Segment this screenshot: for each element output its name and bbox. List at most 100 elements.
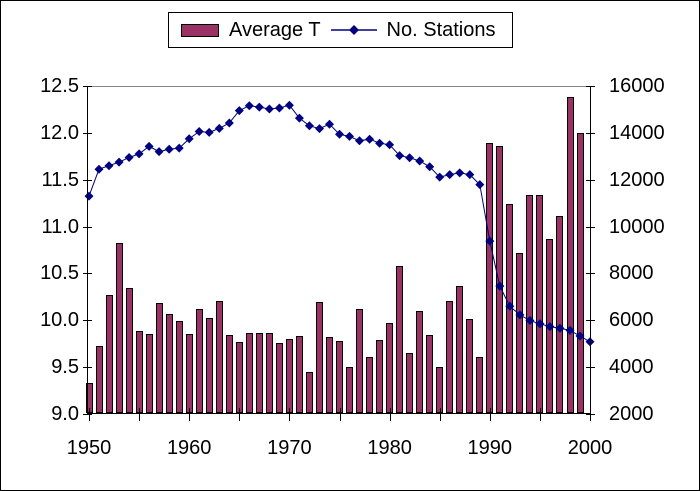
bar-1999 xyxy=(576,132,584,413)
right-axis-tick xyxy=(586,367,595,369)
diamond-marker-1992 xyxy=(505,301,515,311)
bar-1976 xyxy=(346,367,353,413)
diamond-marker-1999 xyxy=(575,331,585,341)
bar-1964 xyxy=(225,335,233,413)
right-axis-label-8000: 8000 xyxy=(609,262,654,285)
left-axis-label-9.0: 9.0 xyxy=(51,403,79,425)
diamond-marker-1996 xyxy=(545,322,555,332)
right-axis-label-4000: 4000 xyxy=(609,356,654,379)
bar-1966 xyxy=(245,333,253,413)
left-axis-label-10.0: 10.0 xyxy=(40,309,79,332)
right-axis-tick xyxy=(586,179,595,181)
bar-1972 xyxy=(305,371,313,413)
diamond-marker-1980 xyxy=(385,140,395,150)
left-axis-label-11.5: 11.5 xyxy=(41,168,79,191)
bar-1961 xyxy=(195,309,203,413)
bar-1991 xyxy=(496,146,504,413)
diamond-marker-1986 xyxy=(445,170,455,180)
x-axis-label-1960: 1960 xyxy=(166,437,212,459)
diamond-marker-1998 xyxy=(565,325,575,335)
bar-1979 xyxy=(376,340,384,413)
right-axis-tick xyxy=(586,86,595,87)
stations-line-layer xyxy=(84,100,595,347)
bar-1986 xyxy=(446,300,454,413)
right-axis-tick xyxy=(586,226,595,228)
diamond-marker-1975 xyxy=(335,129,344,139)
bar-1994 xyxy=(526,194,534,413)
bar-1973 xyxy=(316,301,323,413)
bar-1959 xyxy=(175,321,183,413)
bar-1957 xyxy=(155,303,163,413)
right-axis-line xyxy=(590,86,591,414)
bar-1997 xyxy=(556,216,564,413)
plot-area xyxy=(83,86,595,421)
x-axis-label-1980: 1980 xyxy=(367,437,412,459)
bar-1989 xyxy=(476,356,484,413)
stations-line xyxy=(88,104,591,343)
diamond-marker-1973 xyxy=(315,124,324,134)
diamond-marker-1976 xyxy=(345,131,354,141)
x-axis-tick-1975 xyxy=(339,408,341,421)
diamond-marker-1950 xyxy=(84,191,94,201)
bar-1987 xyxy=(456,285,464,413)
diamond-marker-1982 xyxy=(405,153,415,163)
diamond-marker-1997 xyxy=(555,323,565,333)
right-axis-label-12000: 12000 xyxy=(609,168,665,191)
right-axis-label-2000: 2000 xyxy=(609,403,654,425)
bar-1993 xyxy=(516,252,524,413)
diamond-marker-1961 xyxy=(194,127,204,136)
x-axis-tick-1995 xyxy=(539,408,541,421)
diamond-marker-1970 xyxy=(284,100,294,110)
left-axis-tick xyxy=(83,226,92,228)
x-axis-label-1990: 1990 xyxy=(467,437,513,459)
bar-1998 xyxy=(566,97,574,413)
right-axis-label-16000: 16000 xyxy=(609,75,665,97)
left-axis-label-12.0: 12.0 xyxy=(40,121,79,144)
diamond-marker-1971 xyxy=(294,113,304,123)
bar-1951 xyxy=(95,345,103,413)
diamond-marker-1995 xyxy=(535,319,545,329)
x-axis-label-1970: 1970 xyxy=(267,437,312,459)
diamond-marker-1955 xyxy=(134,149,144,159)
x-axis-tick-1980 xyxy=(389,408,391,421)
diamond-marker-1978 xyxy=(365,134,375,144)
top-gridline xyxy=(87,86,591,87)
legend-bar-swatch-icon xyxy=(181,23,219,37)
diamond-marker-1958 xyxy=(164,144,174,154)
diamond-marker-1953 xyxy=(114,157,124,167)
diamond-marker-1987 xyxy=(455,168,465,178)
legend-line-diamond-icon xyxy=(330,25,377,35)
x-axis-tick-2000 xyxy=(590,408,591,421)
diamond-marker-1968 xyxy=(264,104,274,114)
diamond-marker-1993 xyxy=(515,310,525,320)
diamond-marker-1989 xyxy=(475,180,485,190)
x-axis-tick-1965 xyxy=(239,408,241,421)
left-axis-tick xyxy=(83,320,92,322)
diamond-marker-1983 xyxy=(415,156,425,166)
bar-1963 xyxy=(215,300,223,413)
x-axis-label-1950: 1950 xyxy=(66,437,112,459)
left-axis-label-9.5: 9.5 xyxy=(51,356,79,379)
bar-1988 xyxy=(466,319,474,413)
bottom-axis-line xyxy=(87,413,591,414)
diamond-marker-1963 xyxy=(214,123,224,133)
diamond-marker-1977 xyxy=(355,136,364,146)
diamond-marker-1967 xyxy=(254,102,264,112)
bar-1952 xyxy=(105,295,113,413)
left-axis-tick xyxy=(83,86,92,87)
right-axis-label-14000: 14000 xyxy=(609,121,665,144)
left-axis-tick xyxy=(83,132,92,134)
bar-1962 xyxy=(205,317,213,413)
diamond-marker-1994 xyxy=(525,316,535,325)
x-axis-label-2000: 2000 xyxy=(567,437,613,459)
diamond-marker-1985 xyxy=(435,172,445,182)
left-axis-label-12.5: 12.5 xyxy=(40,75,79,97)
diamond-marker-1981 xyxy=(395,151,405,161)
bar-1953 xyxy=(115,243,123,413)
left-axis-label-10.5: 10.5 xyxy=(40,262,79,285)
diamond-marker-1988 xyxy=(465,170,475,180)
bar-1968 xyxy=(265,333,273,413)
bar-1974 xyxy=(326,337,333,413)
left-axis-tick xyxy=(83,273,92,275)
legend-label-average-t: Average T xyxy=(229,18,321,41)
